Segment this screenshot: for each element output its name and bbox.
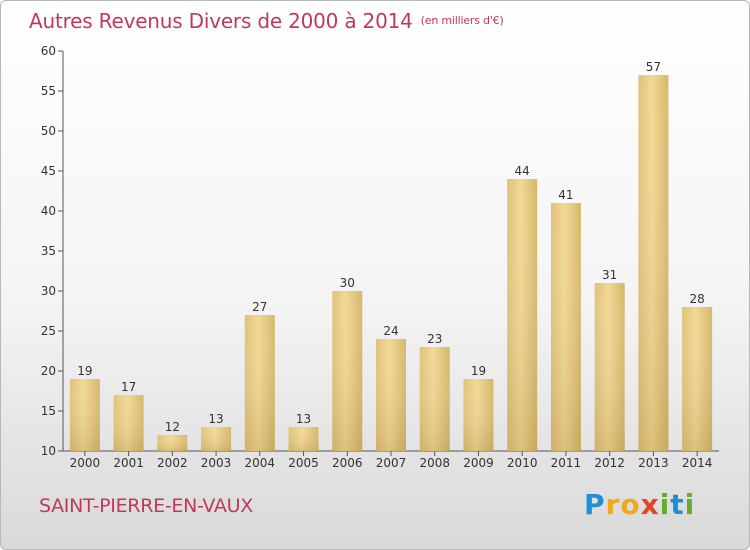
- logo-letter: x: [640, 488, 660, 521]
- bar-shade: [638, 75, 669, 451]
- bar-shade: [419, 347, 450, 451]
- data-label: 44: [515, 164, 530, 178]
- bar-shade: [463, 379, 494, 451]
- y-tick-label: 30: [41, 284, 56, 298]
- x-tick-label: 2004: [245, 456, 276, 470]
- y-tick-label: 25: [41, 324, 56, 338]
- y-tick-label: 20: [41, 364, 56, 378]
- y-tick-label: 10: [41, 444, 56, 458]
- x-tick-label: 2013: [638, 456, 669, 470]
- x-tick-label: 2001: [113, 456, 144, 470]
- data-label: 19: [77, 364, 92, 378]
- bar-shade: [201, 427, 232, 451]
- x-tick-label: 2014: [682, 456, 713, 470]
- x-tick-label: 2002: [157, 456, 188, 470]
- logo-letter: i: [684, 488, 696, 521]
- x-tick-label: 2010: [507, 456, 538, 470]
- x-tick-label: 2003: [201, 456, 232, 470]
- logo-letter: P: [584, 488, 606, 521]
- y-tick-label: 50: [41, 124, 56, 138]
- x-tick-label: 2007: [376, 456, 407, 470]
- data-label: 13: [296, 412, 311, 426]
- bar-shade: [157, 435, 188, 451]
- data-labels: 19 17 12 13 27 13 30 24 23 19 44 41 31 57 28: [77, 60, 705, 434]
- data-label: 41: [558, 188, 573, 202]
- bars: [69, 75, 713, 451]
- x-tick-label: 2009: [463, 456, 494, 470]
- data-label: 13: [208, 412, 223, 426]
- x-tick-label: 2000: [70, 456, 101, 470]
- logo-letter: o: [620, 488, 641, 521]
- y-tick-label: 45: [41, 164, 56, 178]
- y-tick-label: 55: [41, 84, 56, 98]
- bar-shade: [69, 379, 100, 451]
- y-axis: 10 15 20 25 30 35 40 45 50 55 60: [41, 44, 64, 458]
- logo-letter: i: [659, 488, 671, 521]
- proxiti-logo: Proxiti: [584, 488, 695, 521]
- bar-shade: [376, 339, 406, 451]
- x-tick-label: 2005: [288, 456, 319, 470]
- bar-shade: [594, 283, 625, 451]
- bar-shade: [244, 315, 275, 451]
- x-axis: 2000 2001 2002 2003 2004 2005 2006 2007 2008 2009…: [63, 450, 719, 470]
- location-name: SAINT-PIERRE-EN-VAUX: [39, 495, 253, 517]
- y-tick-label: 15: [41, 404, 56, 418]
- data-label: 27: [252, 300, 267, 314]
- data-label: 12: [165, 420, 180, 434]
- bar-shade: [113, 395, 144, 451]
- data-label: 23: [427, 332, 442, 346]
- bar-shade: [550, 203, 581, 451]
- data-label: 57: [646, 60, 661, 74]
- chart-unit: (en milliers d'€): [420, 14, 504, 27]
- y-tick-label: 60: [41, 44, 56, 58]
- chart-title: Autres Revenus Divers de 2000 à 2014 (en …: [29, 9, 504, 33]
- data-label: 24: [383, 324, 398, 338]
- bar-shade: [288, 427, 319, 451]
- x-tick-label: 2006: [332, 456, 363, 470]
- bar-shade: [507, 179, 538, 451]
- bar-shade: [682, 307, 713, 451]
- y-tick-label: 35: [41, 244, 56, 258]
- data-label: 19: [471, 364, 486, 378]
- data-label: 30: [340, 276, 355, 290]
- data-label: 17: [121, 380, 136, 394]
- logo-letter: r: [605, 488, 621, 521]
- logo-letter: t: [670, 488, 685, 521]
- chart-title-text: Autres Revenus Divers de 2000 à 2014: [29, 9, 413, 33]
- x-tick-label: 2011: [551, 456, 582, 470]
- x-tick-label: 2012: [594, 456, 625, 470]
- data-label: 31: [602, 268, 617, 282]
- y-tick-label: 40: [41, 204, 56, 218]
- data-label: 28: [689, 292, 704, 306]
- x-tick-label: 2008: [419, 456, 450, 470]
- bar-shade: [332, 291, 363, 451]
